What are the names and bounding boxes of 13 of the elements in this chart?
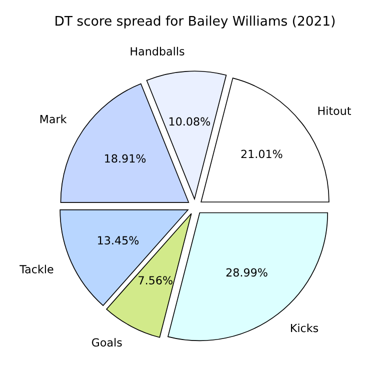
- slice-label: Tackle: [20, 264, 54, 274]
- data-label: 13.45%: [98, 236, 139, 245]
- data-label: 7.56%: [138, 276, 172, 284]
- data-label: 10.08%: [169, 117, 210, 126]
- data-label: 18.91%: [105, 154, 146, 163]
- slice-label: Goals: [92, 338, 122, 347]
- slice-label: Kicks: [290, 324, 318, 332]
- slice-label: Mark: [40, 114, 67, 124]
- slice-label: Hitout: [318, 106, 351, 116]
- chart-title: DT score spread for Bailey Williams (2021): [56, 16, 335, 28]
- data-label: 28.99%: [226, 268, 268, 277]
- data-label: 21.01%: [241, 150, 282, 158]
- slice-label: Handballs: [130, 46, 184, 56]
